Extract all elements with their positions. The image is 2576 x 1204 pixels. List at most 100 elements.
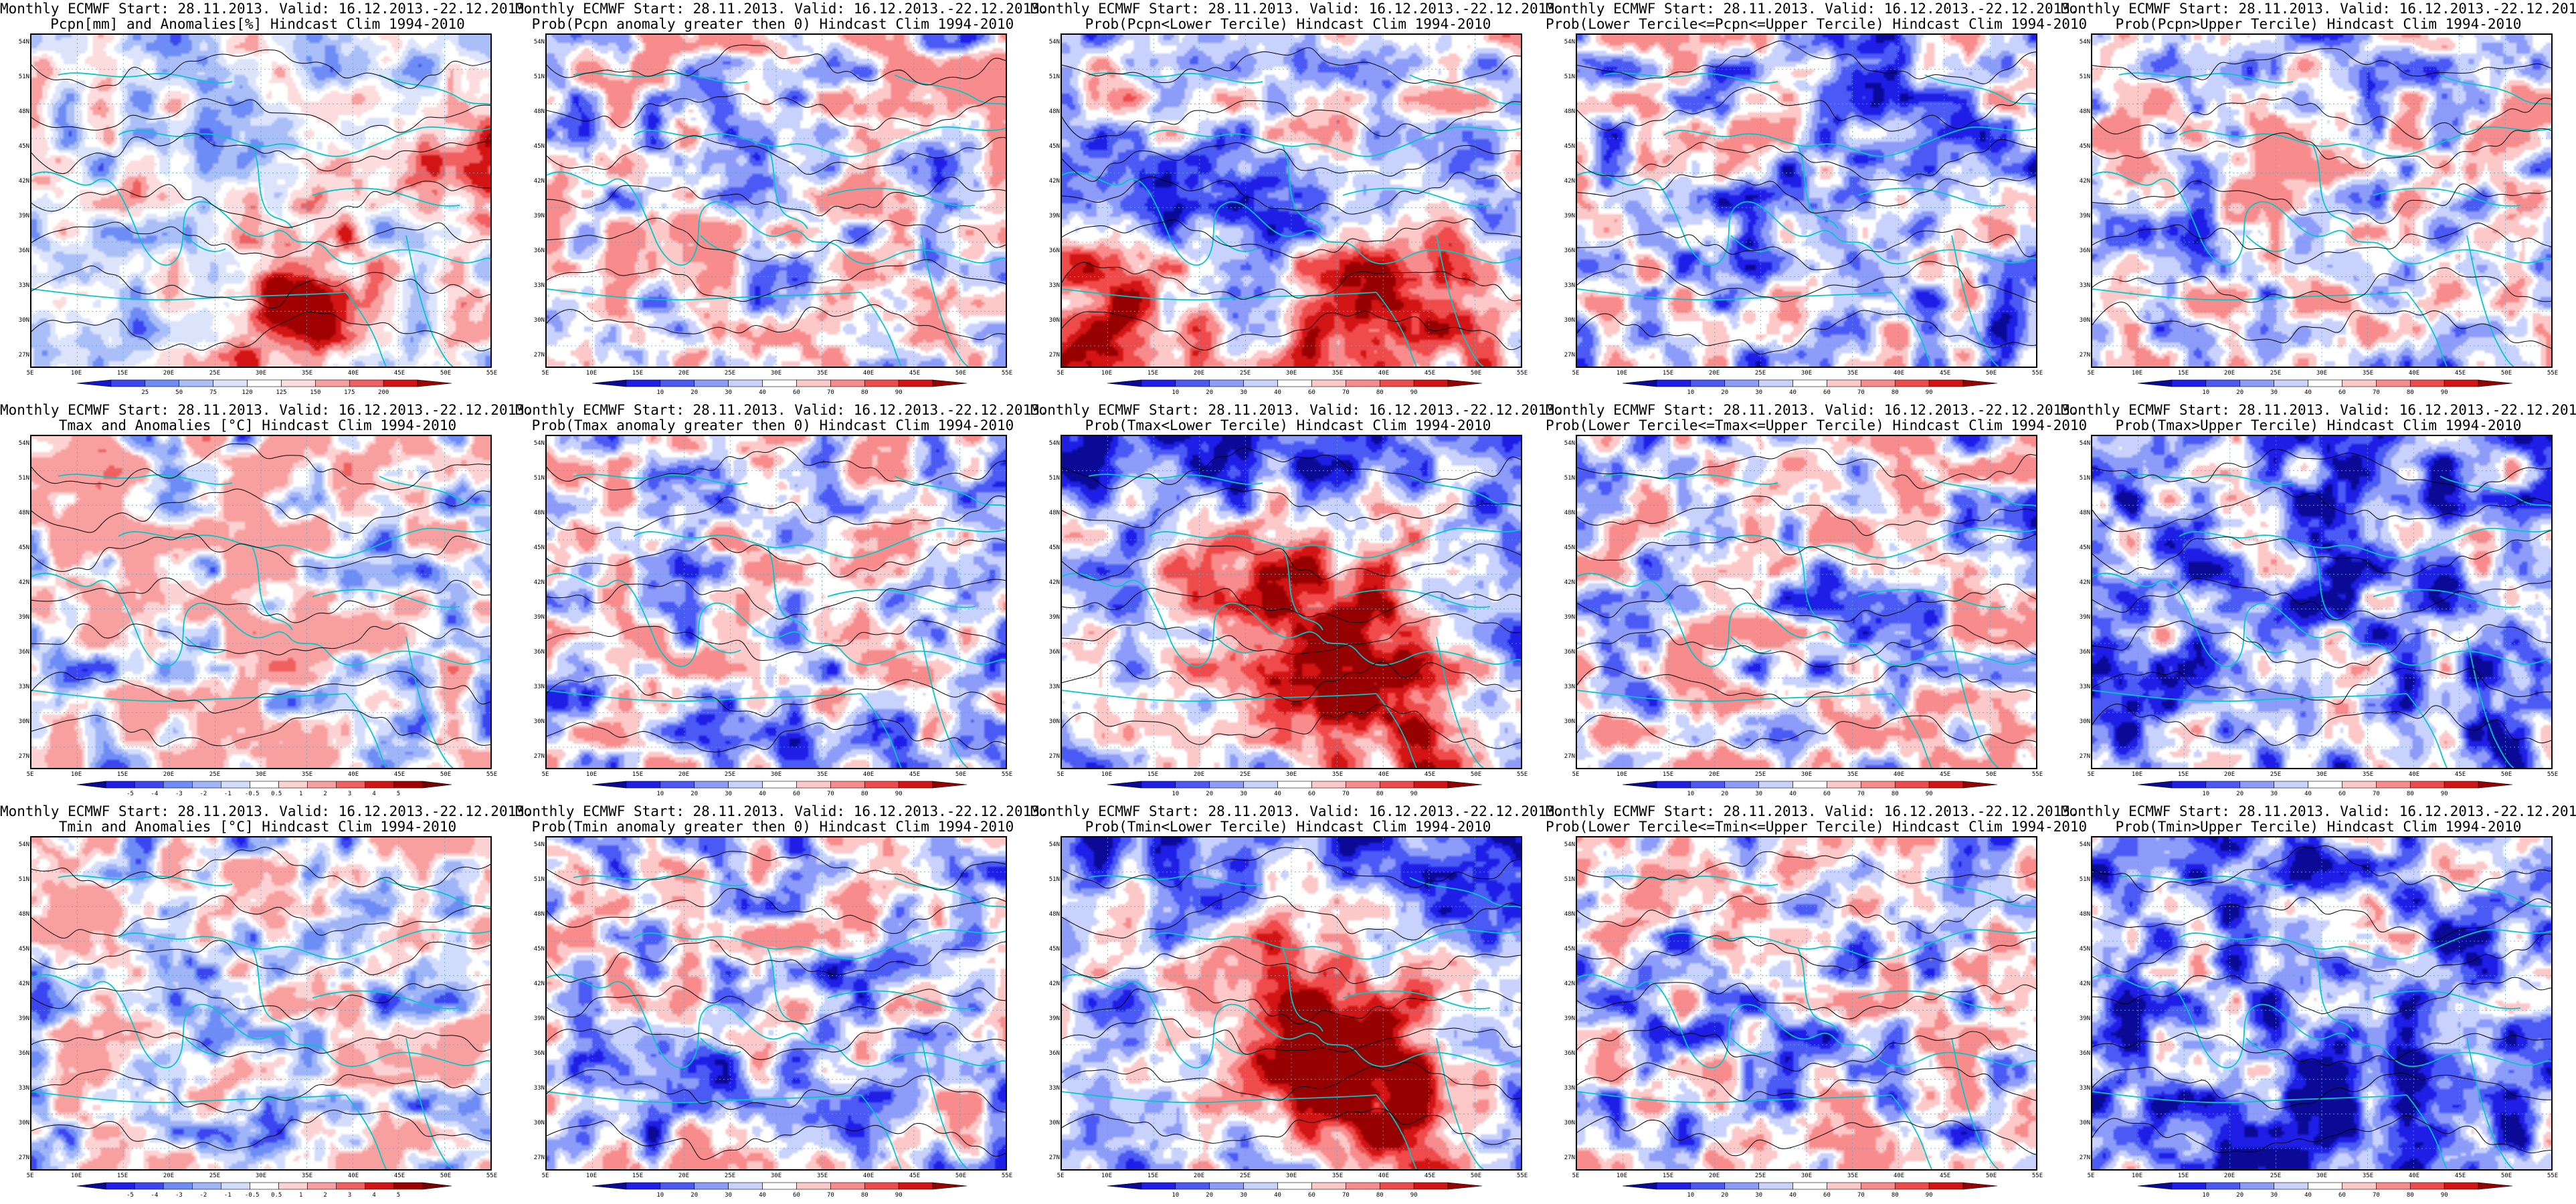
colorbar-swatch xyxy=(1724,781,1759,789)
colorbar-tick-label: 30 xyxy=(725,1192,732,1199)
panel-title-line2: Prob(Pcpn>Upper Tercile) Hindcast Clim 1… xyxy=(2115,16,2522,32)
latitude-label: 48N xyxy=(18,911,29,918)
colorbar-tick-label: 60 xyxy=(1823,389,1831,396)
colorbar-swatch xyxy=(393,1182,424,1190)
colorbar-swatch xyxy=(796,781,831,789)
colorbar-tick-label: 90 xyxy=(1926,1192,1933,1199)
latitude-label: 30N xyxy=(2079,317,2090,324)
contour-lines xyxy=(547,44,1006,340)
longitude-label: 25E xyxy=(2270,1173,2282,1179)
colorbar-swatch xyxy=(2137,379,2173,387)
longitude-label: 20E xyxy=(2223,370,2235,377)
latitude-label: 54N xyxy=(2079,39,2090,45)
colorbar-tick-label: 40 xyxy=(1789,1192,1797,1199)
latitude-label: 42N xyxy=(2079,981,2090,987)
latitude-label: 30N xyxy=(1564,718,1575,725)
latitude-label: 42N xyxy=(18,178,29,185)
latitude-label: 36N xyxy=(1564,1050,1575,1057)
longitude-label: 35E xyxy=(1331,370,1344,377)
panel-title-line2: Prob(Tmin>Upper Tercile) Hindcast Clim 1… xyxy=(2115,819,2522,835)
colorbar-swatch xyxy=(163,781,193,789)
latitude-label: 42N xyxy=(1048,178,1060,185)
longitude-label: 35E xyxy=(301,1173,313,1179)
colorbar-tick-label: 60 xyxy=(2338,1192,2346,1199)
colorbar-swatch xyxy=(2239,1182,2274,1190)
latitude-label: 36N xyxy=(533,247,545,254)
colorbar-tick-label: 40 xyxy=(1274,791,1281,797)
colorbar-swatch xyxy=(1447,781,1483,789)
colorbar-tick-label: 20 xyxy=(2236,389,2243,396)
longitude-label: 45E xyxy=(1424,771,1436,778)
longitude-label: 10E xyxy=(585,1173,597,1179)
panel-title: Monthly ECMWF Start: 28.11.2013. Valid: … xyxy=(0,403,533,433)
panel-title-line1: Monthly ECMWF Start: 28.11.2013. Valid: … xyxy=(2061,803,2576,819)
longitude-label: 45E xyxy=(1424,1173,1436,1179)
longitude-label: 45E xyxy=(2454,1173,2466,1179)
panel-title: Monthly ECMWF Start: 28.11.2013. Valid: … xyxy=(1546,403,2087,433)
latitude-label: 54N xyxy=(533,841,545,848)
colorbar-tick-label: -4 xyxy=(151,791,159,797)
colorbar-tick-label: 3 xyxy=(348,791,351,797)
colorbar-tick-label: 10 xyxy=(656,791,664,797)
latitude-label: 54N xyxy=(1564,841,1575,848)
colorbar-swatch xyxy=(365,781,395,789)
colorbar-tick-label: -3 xyxy=(175,791,183,797)
colorbar: 10 20 30 40 60 70 80 90 xyxy=(591,781,968,797)
colorbar-tick-label: 20 xyxy=(691,389,698,396)
colorbar-swatch xyxy=(2478,1182,2513,1190)
latitude-label: 51N xyxy=(533,475,545,482)
longitude-label: 30E xyxy=(255,771,267,778)
latitude-label: 42N xyxy=(1564,178,1575,185)
longitude-label: 40E xyxy=(862,771,875,778)
colorbar-tick-label: 3 xyxy=(348,1192,351,1199)
longitude-label: 40E xyxy=(2408,370,2420,377)
latitude-label: 36N xyxy=(18,649,29,656)
longitude-label: 15E xyxy=(1147,370,1159,377)
longitude-label: 25E xyxy=(209,370,221,377)
colorbar-tick-label: 90 xyxy=(2441,791,2448,797)
map-field-plot xyxy=(1577,436,2036,768)
longitude-label: 50E xyxy=(440,771,452,778)
colorbar-swatch xyxy=(2308,781,2342,789)
latitude-label: 39N xyxy=(2079,213,2090,219)
latitude-label: 48N xyxy=(1564,510,1575,516)
longitude-label: 30E xyxy=(770,370,782,377)
colorbar-legend: 10 20 30 40 60 70 80 90 xyxy=(591,781,968,797)
colorbar-tick-label: 1 xyxy=(299,791,302,797)
latitude-label: 39N xyxy=(1564,614,1575,621)
colorbar: 10 20 30 40 60 70 80 90 xyxy=(591,379,968,396)
latitude-label: 54N xyxy=(18,841,29,848)
colorbar-swatch xyxy=(110,379,146,387)
colorbar-swatch xyxy=(336,1182,366,1190)
colorbar-tick-label: 60 xyxy=(793,389,800,396)
longitude-label: 25E xyxy=(1239,370,1251,377)
colorbar-swatch xyxy=(417,379,452,387)
longitude-label: 55E xyxy=(1516,1173,1528,1179)
map-panel: Monthly ECMWF Start: 28.11.2013. Valid: … xyxy=(1546,401,2087,803)
colorbar-legend: 10 20 30 40 60 70 80 90 xyxy=(591,1182,968,1199)
longitude-label: 45E xyxy=(909,370,921,377)
colorbar-swatch xyxy=(864,379,899,387)
colorbar: -5 -4 -3 -2 -1 -0.5 0.5 1 2 3 4 5 xyxy=(76,1182,452,1199)
colorbar-swatch xyxy=(1622,379,1657,387)
panel-title-line1: Monthly ECMWF Start: 28.11.2013. Valid: … xyxy=(1546,1,2079,17)
map-frame xyxy=(1061,435,1522,769)
panel-title-line2: Tmin and Anomalies [°C] Hindcast Clim 19… xyxy=(58,819,457,835)
colorbar-swatch xyxy=(626,379,661,387)
colorbar-swatch xyxy=(1792,379,1827,387)
longitude-label: 45E xyxy=(1424,370,1436,377)
latitude-label: 33N xyxy=(2079,684,2090,690)
latitude-label: 48N xyxy=(533,911,545,918)
longitude-label: 55E xyxy=(2031,771,2043,778)
longitude-label: 30E xyxy=(1285,771,1297,778)
colorbar-swatch xyxy=(2409,781,2445,789)
latitude-label: 51N xyxy=(1564,876,1575,883)
latitude-label: 30N xyxy=(533,1120,545,1126)
longitude-label: 30E xyxy=(770,771,782,778)
latitude-label: 27N xyxy=(1564,352,1575,359)
colorbar-swatch xyxy=(830,781,865,789)
map-field-plot xyxy=(31,837,490,1169)
colorbar-legend: 10 20 30 40 60 70 80 90 xyxy=(1622,781,1998,797)
panel-title-line1: Monthly ECMWF Start: 28.11.2013. Valid: … xyxy=(515,803,1048,819)
contour-lines xyxy=(1577,40,2036,355)
